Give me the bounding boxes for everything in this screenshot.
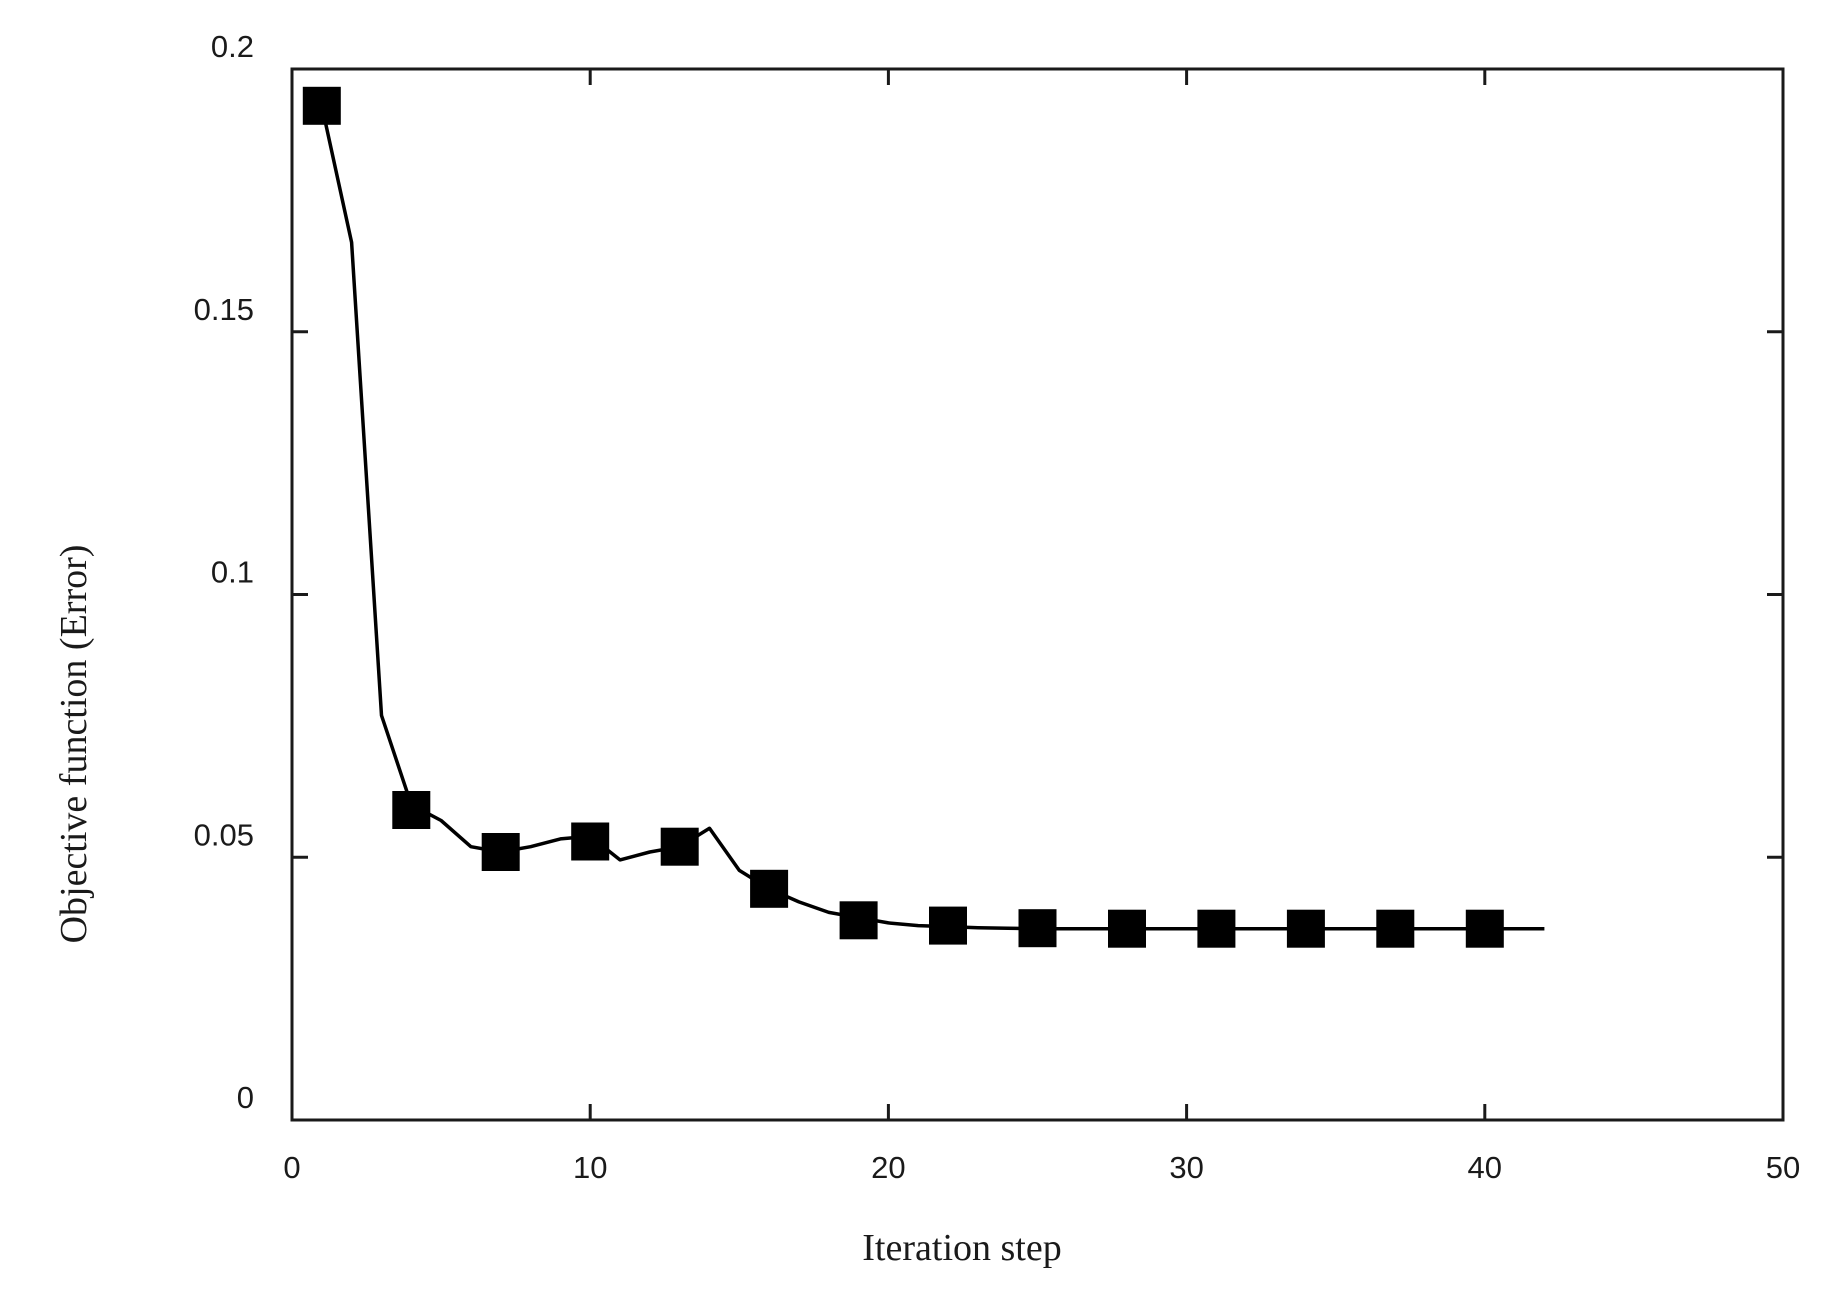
data-point-marker	[1376, 909, 1415, 948]
data-point-marker	[571, 822, 610, 861]
y-tick-label: 0.1	[211, 555, 254, 590]
x-tick-label: 30	[1169, 1150, 1203, 1185]
y-tick-label: 0.15	[194, 292, 254, 327]
x-tick-label: 10	[573, 1150, 607, 1185]
axis-tick-labels: 0 10 20 30 40 50 0 0.05 0.1 0.15 0.2	[194, 29, 1801, 1185]
data-point-marker	[392, 791, 431, 829]
data-point-marker	[839, 901, 878, 940]
data-point-marker	[929, 906, 967, 945]
x-tick-label: 40	[1468, 1150, 1502, 1185]
data-point-marker	[750, 869, 789, 908]
data-point-marker	[660, 827, 699, 866]
x-tick-label: 20	[871, 1150, 905, 1185]
data-point-marker	[1018, 909, 1057, 948]
data-point-marker	[481, 833, 520, 871]
y-tick-label: 0.05	[194, 817, 254, 852]
x-axis-title: Iteration step	[862, 1227, 1061, 1269]
data-point-marker	[1197, 909, 1236, 948]
data-point-marker	[1465, 909, 1504, 948]
y-axis-title: Objective function (Error)	[53, 545, 95, 944]
x-tick-label: 0	[283, 1150, 300, 1185]
y-tick-label: 0	[237, 1080, 254, 1115]
data-point-marker	[1108, 909, 1146, 948]
data-point-marker	[1286, 909, 1325, 948]
y-tick-label: 0.2	[211, 29, 254, 64]
axis-ticks	[290, 67, 1785, 1122]
plot-frame	[290, 67, 1785, 1122]
x-tick-label: 50	[1766, 1150, 1800, 1185]
series-line	[320, 105, 1545, 931]
series-markers	[302, 86, 1504, 948]
data-point-marker	[302, 86, 341, 125]
